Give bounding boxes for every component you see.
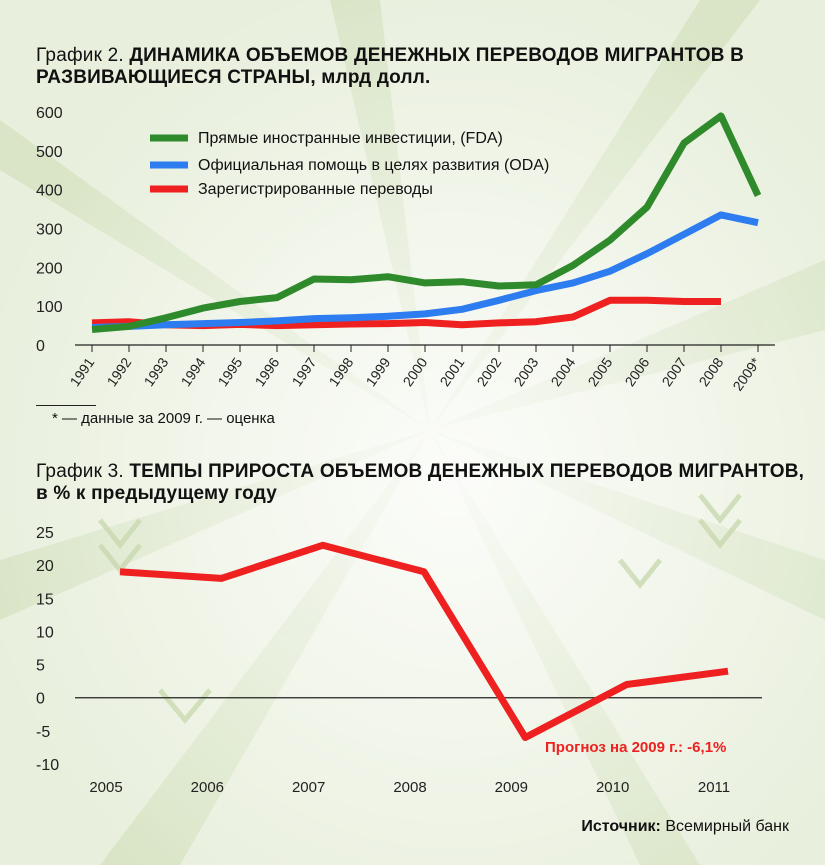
chart2-y-tick-label: 10 — [36, 624, 54, 641]
chart2-forecast-note: Прогноз на 2009 г.: -6,1% — [545, 739, 726, 756]
chart2-x-tick-label: 2008 — [393, 779, 426, 796]
chart2-series-lines — [119, 541, 729, 741]
chart2-y-tick-label: 20 — [36, 558, 54, 575]
chart2-y-tick-label: 5 — [36, 658, 45, 675]
chart2-y-tick-label: 15 — [36, 591, 54, 608]
chart1-title-lead: График 2. — [36, 45, 124, 66]
chart2-title: График 3. ТЕМПЫ ПРИРОСТА ОБЪЕМОВ ДЕНЕЖНЫ… — [36, 461, 816, 505]
chart1-title-unit: млрд долл. — [315, 67, 431, 88]
chart1-y-tick-label: 200 — [36, 260, 63, 277]
chart2-axes: 25 20 15 10 5 0 -5 -10 2005 2006 2007 2008 2009 2010 2… — [36, 525, 762, 796]
chart2-x-tick-label: 2011 — [698, 779, 730, 796]
chart1-y-tick-label: 400 — [36, 183, 63, 200]
chart1-series-line-1 — [91, 211, 759, 331]
chart1-legend-label-2: Зарегистрированные переводы — [198, 181, 433, 198]
chart1-legend-label-1: Официальная помощь в целях развития (ODA… — [198, 157, 549, 174]
chart2-y-tick-label: 0 — [36, 691, 45, 708]
chart2-x-tick-label: 2007 — [292, 779, 325, 796]
chart2-x-tick-label: 2009 — [495, 779, 528, 796]
chart1-legend: Прямые иностранные инвестиции, (FDA) Офиц… — [150, 130, 549, 198]
chart2-y-tick-label: 25 — [36, 525, 54, 542]
chart1-y-tick-label: 300 — [36, 222, 63, 239]
chart2-y-tick-label: -5 — [36, 724, 50, 741]
chart1-y-tick-label: 600 — [36, 105, 63, 122]
chart1-footnote: * — данные за 2009 г. — оценка — [52, 410, 275, 427]
footnote-divider — [36, 405, 96, 406]
chart2-x-tick-label: 2006 — [191, 779, 224, 796]
source-value: Всемирный банк — [660, 818, 789, 835]
chart2-title-lead: График 3. — [36, 461, 124, 482]
chart2-title-bold: ТЕМПЫ ПРИРОСТА ОБЪЕМОВ ДЕНЕЖНЫХ ПЕРЕВОДО… — [36, 461, 805, 504]
chart1-y-tick-label: 0 — [36, 338, 45, 355]
chart2-series-line-0 — [119, 541, 729, 741]
chart1-legend-label-0: Прямые иностранные инвестиции, (FDA) — [198, 130, 503, 147]
chart1-series-line-0 — [91, 112, 762, 333]
chart2-y-tick-label: -10 — [36, 757, 59, 774]
chart1-title: График 2. ДИНАМИКА ОБЪЕМОВ ДЕНЕЖНЫХ ПЕРЕ… — [36, 45, 816, 89]
chart1-y-tick-label: 100 — [36, 299, 63, 316]
chart1-y-tick-label: 500 — [36, 144, 63, 161]
chart1-series-lines — [91, 112, 762, 333]
chart1-title-bold: ДИНАМИКА ОБЪЕМОВ ДЕНЕЖНЫХ ПЕРЕВОДОВ МИГР… — [36, 45, 745, 88]
chart2-x-tick-label: 2005 — [89, 779, 122, 796]
chart2-title-unit: в % к предыдущему году — [36, 483, 277, 504]
source-credit: Источник: Всемирный банк — [581, 818, 789, 836]
source-label: Источник: — [581, 818, 661, 835]
chart2-x-tick-label: 2010 — [596, 779, 629, 796]
